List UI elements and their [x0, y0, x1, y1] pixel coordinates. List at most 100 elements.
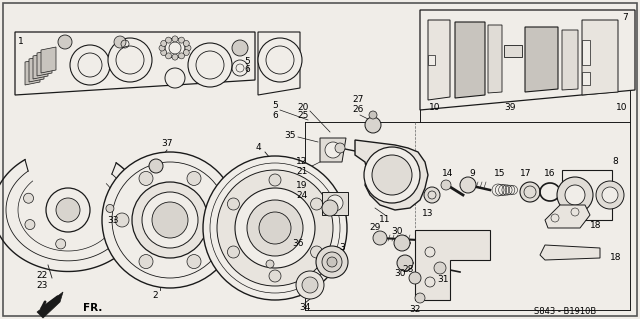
- Circle shape: [132, 182, 208, 258]
- Circle shape: [269, 174, 281, 186]
- Circle shape: [183, 41, 189, 47]
- Text: 34: 34: [300, 303, 310, 313]
- Polygon shape: [258, 32, 300, 95]
- Polygon shape: [562, 30, 578, 90]
- Polygon shape: [582, 40, 590, 65]
- Polygon shape: [540, 245, 600, 260]
- Circle shape: [56, 239, 66, 249]
- Circle shape: [172, 54, 178, 60]
- Circle shape: [232, 40, 248, 56]
- Circle shape: [258, 38, 302, 82]
- Polygon shape: [415, 230, 490, 300]
- Polygon shape: [428, 55, 435, 65]
- Text: 37: 37: [161, 138, 173, 147]
- Text: 33: 33: [107, 216, 118, 225]
- Circle shape: [269, 270, 281, 282]
- Circle shape: [520, 182, 540, 202]
- Text: 10: 10: [429, 103, 441, 113]
- Circle shape: [259, 212, 291, 244]
- Circle shape: [266, 260, 274, 268]
- Circle shape: [108, 38, 152, 82]
- Polygon shape: [25, 59, 40, 85]
- Polygon shape: [455, 22, 485, 98]
- Circle shape: [335, 143, 345, 153]
- Text: 1: 1: [18, 38, 24, 47]
- Text: 10: 10: [616, 103, 628, 113]
- Circle shape: [185, 45, 191, 51]
- Text: 30: 30: [394, 270, 406, 278]
- Bar: [562, 170, 612, 220]
- Circle shape: [196, 51, 224, 79]
- Circle shape: [227, 198, 239, 210]
- Circle shape: [327, 195, 343, 211]
- Circle shape: [310, 198, 323, 210]
- Circle shape: [56, 198, 80, 222]
- Polygon shape: [582, 72, 590, 85]
- Circle shape: [172, 36, 178, 42]
- Circle shape: [161, 49, 167, 56]
- Circle shape: [369, 111, 377, 119]
- Text: 14: 14: [442, 168, 454, 177]
- Circle shape: [397, 255, 413, 271]
- Circle shape: [596, 181, 624, 209]
- Text: 9: 9: [469, 168, 475, 177]
- Polygon shape: [545, 205, 590, 228]
- Circle shape: [394, 235, 410, 251]
- Circle shape: [165, 38, 185, 58]
- Circle shape: [106, 204, 114, 212]
- Polygon shape: [37, 50, 52, 76]
- Polygon shape: [488, 25, 502, 93]
- Circle shape: [166, 37, 172, 43]
- Circle shape: [165, 68, 185, 88]
- Bar: [504, 45, 522, 57]
- Circle shape: [296, 271, 324, 299]
- Circle shape: [557, 177, 593, 213]
- Circle shape: [227, 246, 239, 258]
- Text: 2: 2: [152, 291, 158, 300]
- Circle shape: [187, 255, 201, 269]
- Text: 29: 29: [369, 224, 381, 233]
- Text: 27: 27: [352, 95, 364, 105]
- Circle shape: [424, 187, 440, 203]
- Circle shape: [325, 142, 341, 158]
- Polygon shape: [15, 32, 255, 95]
- Text: 7: 7: [622, 13, 628, 23]
- Text: 22: 22: [36, 271, 47, 279]
- Circle shape: [460, 177, 476, 193]
- Text: 32: 32: [410, 306, 420, 315]
- Circle shape: [210, 163, 340, 293]
- Circle shape: [372, 155, 412, 195]
- Circle shape: [235, 188, 315, 268]
- Text: 18: 18: [590, 220, 602, 229]
- Circle shape: [203, 156, 347, 300]
- Text: FR.: FR.: [83, 303, 102, 313]
- Text: 3: 3: [339, 243, 345, 253]
- Text: 30: 30: [391, 227, 403, 236]
- Circle shape: [78, 53, 102, 77]
- Circle shape: [183, 49, 189, 56]
- Circle shape: [266, 46, 294, 74]
- Circle shape: [179, 53, 184, 59]
- Circle shape: [25, 219, 35, 230]
- Text: 24: 24: [296, 190, 308, 199]
- Text: 6: 6: [272, 110, 278, 120]
- Circle shape: [149, 159, 163, 173]
- Text: 28: 28: [403, 265, 413, 275]
- Text: 18: 18: [610, 254, 621, 263]
- Circle shape: [159, 45, 165, 51]
- Circle shape: [316, 246, 348, 278]
- Polygon shape: [322, 192, 348, 215]
- Text: 31: 31: [437, 276, 449, 285]
- Text: 17: 17: [520, 168, 532, 177]
- Text: 35: 35: [284, 130, 296, 139]
- Circle shape: [322, 200, 338, 216]
- Circle shape: [327, 257, 337, 267]
- Circle shape: [152, 202, 188, 238]
- Polygon shape: [525, 27, 558, 92]
- Polygon shape: [420, 10, 635, 110]
- Circle shape: [409, 272, 421, 284]
- Polygon shape: [320, 138, 346, 162]
- Circle shape: [166, 53, 172, 59]
- Circle shape: [434, 262, 446, 274]
- Text: 21: 21: [296, 167, 308, 176]
